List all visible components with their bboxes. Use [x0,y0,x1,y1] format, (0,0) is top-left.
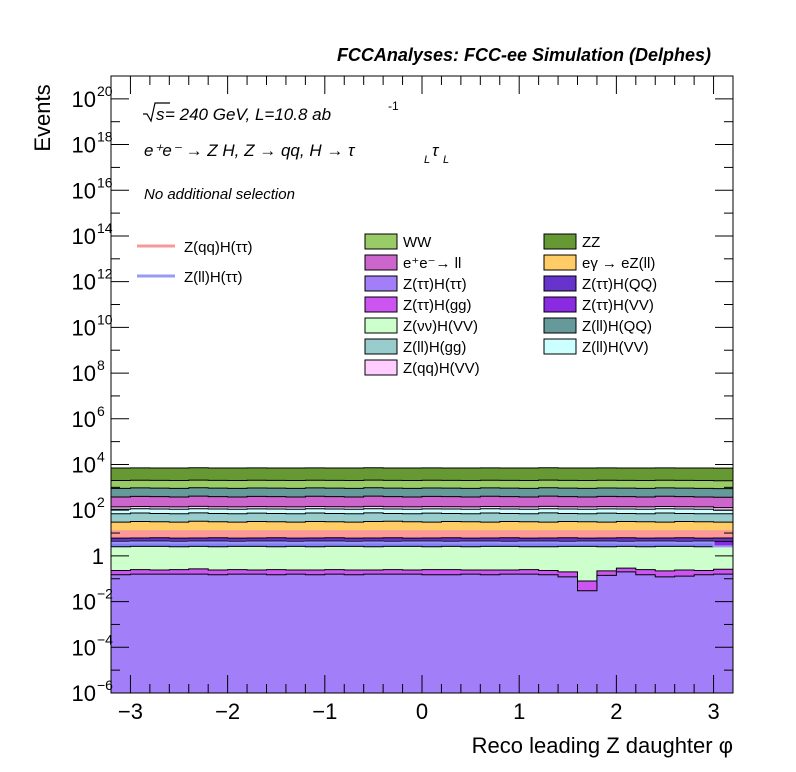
legend-fill-swatch [543,338,577,355]
chart-title: FCCAnalyses: FCC-ee Simulation (Delphes) [337,45,711,65]
y-tick-exponent: 8 [97,357,105,373]
legend-fill-label: Z(ττ)H(VV) [582,297,654,314]
y-axis-label: Events [30,84,55,151]
legend-fill-swatch [364,275,398,292]
y-tick-exponent: −4 [97,631,113,647]
y-tick-label: 10 [72,87,96,112]
legend-fill-label: Z(ll)H(VV) [582,339,649,356]
y-tick-exponent: 4 [97,448,105,464]
y-tick-exponent: 14 [97,220,113,236]
x-tick-label: 1 [513,699,525,724]
legend-fill-label: Z(νν)H(VV) [403,318,478,335]
signal-line [111,541,733,548]
legend-fill-swatch [364,254,398,271]
y-tick-label: 10 [72,315,96,340]
legend-fill-swatch [543,254,577,271]
y-tick-exponent: 10 [97,311,113,327]
x-tick-label: −2 [215,699,240,724]
y-tick-label: 10 [72,452,96,477]
y-tick-exponent: 6 [97,403,105,419]
y-tick-label: 1 [92,544,104,569]
x-tick-label: 3 [707,699,719,724]
legend-line-label: Z(qq)H(ττ) [184,239,253,256]
legend-fill-label: WW [403,234,432,251]
legend-fill-label: Z(ll)H(QQ) [582,318,652,335]
y-tick-label: 10 [72,270,96,295]
y-tick-exponent: −2 [97,586,113,602]
legend-fill-swatch [364,317,398,334]
legend-fill-swatch [543,296,577,313]
stack-layer-z-h- [110,571,734,694]
x-tick-label: −3 [118,699,143,724]
y-tick-exponent: 16 [97,174,113,190]
legend-fill-swatch [364,233,398,250]
legend-fill-label: ZZ [582,234,600,251]
annotation-block: s = 240 GeV, L=10.8 ab -1 e⁺e⁻ → Z H, Z … [143,99,449,203]
legend-fill-label: e⁺e⁻→ ll [403,255,461,272]
y-tick-label: 10 [72,407,96,432]
tau-subscript: L [424,154,430,166]
legend-fill-swatch [364,359,398,376]
lumi-exponent: -1 [388,99,399,113]
legend-fill-label: Z(ττ)H(gg) [403,297,472,314]
legend-fill-swatch [364,338,398,355]
legend-line-label: Z(ll)H(ττ) [184,269,243,286]
y-tick-label: 10 [72,224,96,249]
y-tick-label: 10 [72,498,96,523]
legend-fill-swatch [543,317,577,334]
y-tick-label: 10 [72,178,96,203]
x-tick-label: 2 [610,699,622,724]
y-tick-label: 10 [72,635,96,660]
legend-fill-label: Z(ll)H(gg) [403,339,466,356]
sqrt-sign-icon [143,102,170,123]
legend-fill-label: Z(qq)H(VV) [403,360,480,377]
legend-fill-swatch [543,233,577,250]
legend-fill-swatch [543,275,577,292]
y-tick-exponent: 12 [97,266,113,282]
y-tick-label: 10 [72,681,96,706]
stacked-histogram [110,467,734,694]
legend-fill-swatch [364,296,398,313]
tau-second: τ [432,141,440,160]
y-tick-exponent: 20 [97,83,113,99]
x-tick-label: 0 [416,699,428,724]
y-tick-exponent: −6 [97,677,113,693]
x-axis-label: Reco leading Z daughter φ [472,733,733,758]
process-text: e⁺e⁻ → Z H, Z → qq, H → τ [144,141,356,160]
y-tick-exponent: 18 [97,129,113,145]
selection-text: No additional selection [144,186,295,203]
y-tick-exponent: 2 [97,494,105,510]
legend-fill-label: Z(ττ)H(ττ) [403,276,467,293]
legend-fill-label: Z(ττ)H(QQ) [582,276,657,293]
x-tick-label: −1 [312,699,337,724]
legend-fill-label: eγ → eZ(ll) [582,255,655,272]
y-tick-label: 10 [72,133,96,158]
energy-lumi-text: = 240 GeV, L=10.8 ab [165,105,331,124]
y-tick-label: 10 [72,590,96,615]
y-tick-label: 10 [72,361,96,386]
sqrt-s-text: s [156,105,165,124]
tau-second-subscript: L [443,154,449,166]
legend: Z(qq)H(ττ) Z(ll)H(ττ) WW ZZ e⁺e⁻→ ll eγ → eZ(… [137,233,657,377]
